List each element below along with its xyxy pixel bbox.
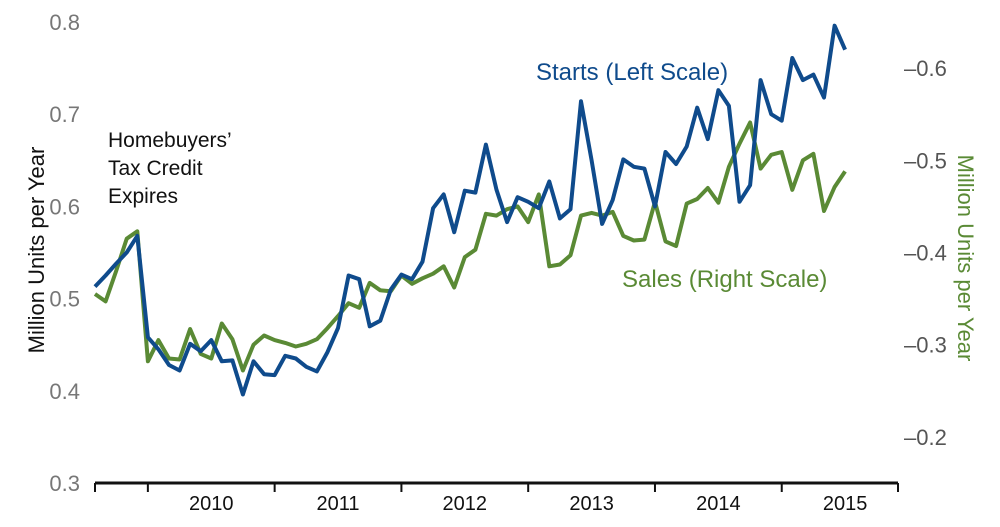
left-axis-ticks: 0.3 0.4 0.5 0.6 0.7 0.8 bbox=[49, 10, 80, 496]
annotation-line-2: Tax Credit bbox=[108, 157, 203, 180]
x-tick-label: 2011 bbox=[317, 493, 360, 515]
x-tick-label: 2015 bbox=[823, 493, 868, 515]
left-axis-label: Million Units per Year bbox=[24, 147, 49, 354]
starts-series-label: Starts (Left Scale) bbox=[536, 59, 728, 86]
right-tick-label: –0.2 bbox=[904, 425, 947, 450]
x-tick-label: 2010 bbox=[189, 493, 234, 515]
right-axis-label: Million Units per Year bbox=[953, 155, 978, 362]
left-tick-label: 0.5 bbox=[49, 287, 80, 312]
annotation-line-3: Expires bbox=[108, 185, 178, 208]
right-tick-label: –0.5 bbox=[904, 148, 947, 173]
starts-series-line bbox=[93, 23, 847, 397]
right-tick-label: –0.3 bbox=[904, 333, 947, 358]
left-tick-label: 0.6 bbox=[49, 194, 80, 219]
x-tick-label: 2013 bbox=[569, 493, 614, 515]
right-tick-label: –0.4 bbox=[904, 241, 947, 266]
right-axis-ticks: –0.2 –0.3 –0.4 –0.5 –0.6 bbox=[904, 56, 947, 450]
right-tick-label: –0.6 bbox=[904, 56, 947, 81]
sales-series-line bbox=[93, 120, 847, 373]
tax-credit-annotation: Homebuyers’ Tax Credit Expires bbox=[108, 129, 237, 208]
x-tick-label: 2012 bbox=[443, 493, 488, 515]
left-tick-label: 0.7 bbox=[49, 102, 80, 127]
left-tick-label: 0.3 bbox=[49, 471, 80, 496]
left-tick-label: 0.8 bbox=[49, 10, 80, 35]
sales-series-label: Sales (Right Scale) bbox=[622, 266, 827, 293]
x-axis-ticks: 2010 2011 2012 2013 2014 2015 bbox=[94, 483, 899, 515]
annotation-line-1: Homebuyers’ bbox=[108, 129, 231, 152]
x-tick-label: 2014 bbox=[696, 493, 741, 515]
left-tick-label: 0.4 bbox=[49, 379, 80, 404]
